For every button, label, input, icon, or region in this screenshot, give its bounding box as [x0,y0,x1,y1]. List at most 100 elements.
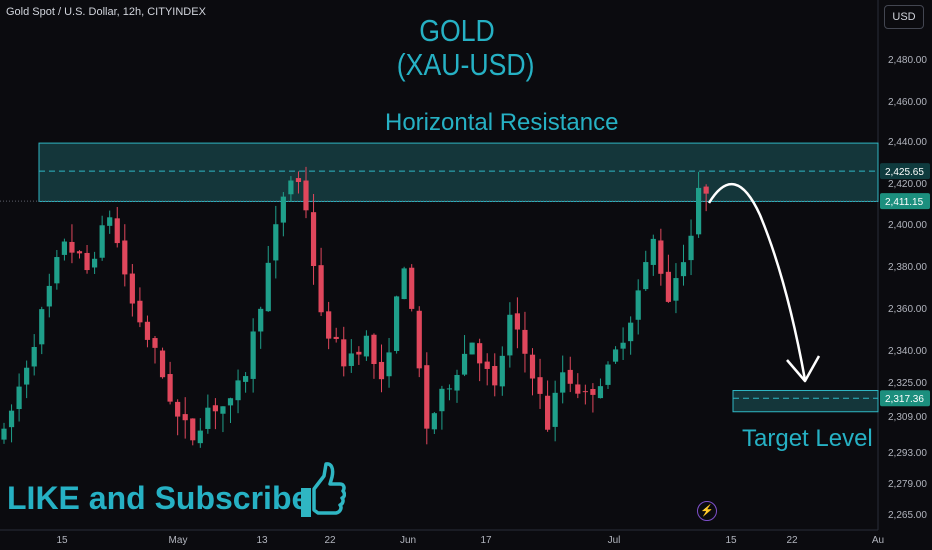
candle-body [378,361,385,380]
candle-body [24,367,30,385]
x-tick-label: Au [872,535,884,546]
candle-body [295,178,302,183]
candle-body [99,225,105,258]
candle-body [205,407,211,429]
candle-body [167,374,173,402]
candle-body [514,313,520,330]
thumbs-up-icon [301,462,346,517]
candle-body [650,238,656,265]
title-line-2: (XAU-USD) [396,47,535,82]
candle-body [635,290,641,320]
target-label: Target Level [742,425,873,452]
candle-body [212,405,218,412]
candle-body [220,406,226,414]
candle-body [137,300,143,323]
candle-body [665,271,671,302]
candle-body [114,218,120,244]
projection-arrow [707,183,807,381]
target-zone [732,390,879,413]
lightning-icon[interactable]: ⚡ [697,501,717,521]
x-tick-label: 15 [56,535,68,546]
currency-button[interactable]: USD [884,5,924,29]
y-tick-label: 2,265.00 [888,510,927,521]
candle-body [371,334,377,365]
candle-body [144,321,151,340]
candle-body [394,296,400,351]
candle-body [469,342,475,355]
candle-body [507,314,513,356]
y-tick-label: 2,325.00 [888,378,927,389]
y-tick-label: 2,480.00 [888,55,927,66]
candle-body [197,430,203,444]
candle-body [499,355,505,387]
candle-body [227,398,234,406]
candle-body [243,376,249,382]
x-tick-label: 15 [725,535,737,546]
candle-body [265,262,271,312]
candle-body [341,339,347,367]
candle-body [696,187,702,235]
symbol-title[interactable]: Gold Spot / U.S. Dollar, 12h, CITYINDEX [6,6,206,18]
y-tick-label: 2,400.00 [888,220,927,231]
resistance-zone [38,142,879,202]
y-tick-label: 2,440.00 [888,137,927,148]
candle-body [590,388,596,395]
candle-body [567,369,573,384]
y-tick-label: 2,293.00 [888,448,927,459]
candle-body [190,418,196,441]
y-tick-label: 2,380.00 [888,262,927,273]
candle-body [61,241,67,255]
candle-body [545,395,551,430]
candle-body [628,322,634,342]
candle-body [446,388,453,390]
candle-body [326,311,332,339]
candle-body [643,262,649,290]
y-tick-label: 2,360.00 [888,304,927,315]
chart-title-annotation: GOLD (XAU-USD) [396,14,535,82]
candle-body [439,388,445,412]
candle-body [560,372,566,393]
resistance-label: Horizontal Resistance [385,109,619,136]
y-tick-label: 2,340.00 [888,346,927,357]
candle-body [597,386,604,399]
candle-body [39,309,45,345]
price-tag-bg [880,163,930,180]
candle-body [575,384,581,394]
candle-body [310,212,317,267]
y-tick-label: 2,420.00 [888,179,927,190]
candle-body [107,217,113,226]
candle-body [76,251,83,254]
candle-body [680,262,687,277]
y-tick-label: 2,279.00 [888,479,927,490]
candle-body [288,180,294,195]
candle-body [612,349,619,362]
x-tick-label: May [169,535,188,546]
candle-body [182,414,188,421]
candle-body [1,428,7,440]
candle-body [152,338,158,348]
candle-body [477,343,483,364]
candle-body [658,240,664,274]
candle-body [431,413,437,430]
x-tick-label: 13 [256,535,268,546]
candle-body [416,310,422,369]
candle-body [46,285,52,307]
candle-body [159,350,166,378]
price-tag-bg [880,390,930,407]
candle-body [129,273,135,304]
candle-body [280,196,286,223]
price-tag-label: 2,411.15 [885,197,924,208]
candle-body [84,252,90,271]
candle-body [688,235,694,261]
price-tag-label: 2,317.36 [885,394,924,405]
x-tick-label: 22 [786,535,798,546]
candle-body [409,267,415,309]
candle-body [552,392,558,427]
candle-body [92,258,98,268]
candle-body [235,380,241,401]
projection-arrowhead [786,355,821,383]
candle-body [273,224,279,261]
candle-body [401,268,407,300]
